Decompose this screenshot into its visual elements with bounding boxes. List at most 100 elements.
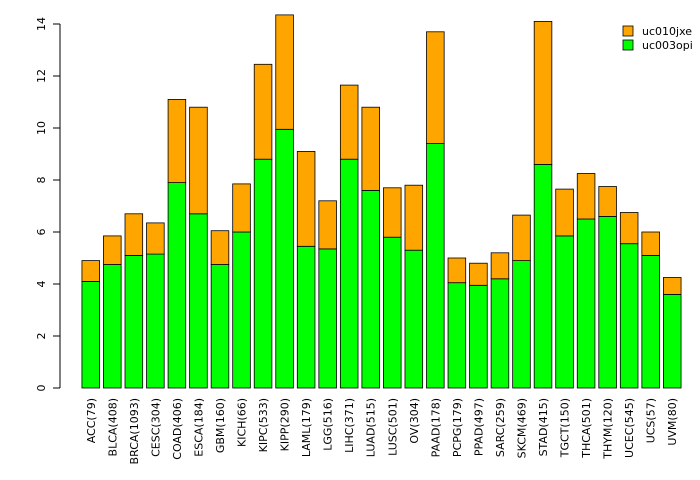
y-tick-label: 12: [35, 69, 48, 83]
y-axis: 0 2 4 6 8 10 12 14: [35, 17, 61, 392]
bar-uc003opi: [619, 243, 639, 389]
bar-uc010jxe: [576, 173, 596, 220]
bar-uc010jxe: [490, 252, 510, 280]
x-tick-label: BRCA(1093): [128, 398, 141, 464]
bar-uc003opi: [210, 264, 230, 389]
x-tick-label: LGG(516): [322, 398, 335, 451]
x-tick-label: KIPC(533): [257, 398, 270, 452]
x-tick-label: ACC(79): [85, 398, 98, 443]
bar-uc003opi: [103, 264, 122, 389]
bar-uc010jxe: [533, 20, 553, 165]
bar-uc010jxe: [275, 14, 294, 130]
bar-uc010jxe: [189, 106, 208, 215]
bar-uc010jxe: [447, 257, 467, 284]
bar-uc010jxe: [146, 222, 165, 255]
x-tick-label: STAD(415): [537, 398, 550, 456]
x-tick-label: LAML(179): [300, 398, 313, 457]
bars: [81, 14, 682, 389]
bar-uc010jxe: [296, 150, 316, 247]
legend-label-uc003opi: uc003opi: [642, 39, 693, 52]
x-tick-label: CESC(304): [149, 398, 162, 457]
bar-uc003opi: [167, 182, 187, 389]
x-tick-label: SKCM(469): [515, 398, 528, 458]
y-tick-label: 6: [35, 229, 48, 236]
x-tick-label: LUSC(501): [386, 398, 399, 456]
bar-uc003opi: [318, 248, 337, 389]
x-tick-label: TGCT(150): [559, 398, 572, 458]
x-tick-label: LUAD(515): [365, 398, 378, 457]
bar-uc003opi: [663, 293, 682, 389]
bar-uc010jxe: [232, 183, 251, 233]
bar-uc010jxe: [512, 214, 531, 262]
bar-uc010jxe: [210, 230, 230, 265]
x-tick-label: PPAD(497): [472, 398, 485, 456]
bar-uc010jxe: [555, 188, 574, 237]
x-tick-label: SARC(259): [494, 398, 507, 457]
y-tick-label: 4: [35, 281, 48, 288]
bar-uc003opi: [232, 231, 251, 389]
x-tick-label: COAD(406): [171, 398, 184, 460]
bar-uc010jxe: [619, 212, 639, 245]
bar-uc010jxe: [426, 31, 445, 145]
bar-uc003opi: [469, 284, 488, 389]
bar-uc010jxe: [339, 84, 359, 160]
x-tick-label: KICH(66): [236, 398, 249, 447]
bar-uc003opi: [124, 254, 144, 389]
bar-uc010jxe: [124, 213, 144, 256]
bar-uc010jxe: [663, 277, 682, 295]
x-tick-label: PAAD(178): [429, 398, 442, 457]
x-tick-label: KIPP(290): [279, 398, 292, 451]
bar-uc003opi: [361, 189, 380, 389]
legend-swatch-uc003opi: [622, 39, 634, 51]
bar-uc010jxe: [383, 187, 402, 238]
x-tick-label: GBM(160): [214, 398, 227, 453]
bar-uc010jxe: [253, 63, 273, 160]
bar-uc003opi: [404, 249, 424, 389]
bar-uc003opi: [383, 236, 402, 389]
bar-uc003opi: [81, 280, 100, 389]
bar-uc010jxe: [318, 200, 337, 250]
x-tick-label: BLCA(408): [106, 398, 119, 456]
y-tick-label: 10: [35, 121, 48, 135]
bar-uc010jxe: [404, 184, 424, 251]
x-tick-label: UCS(57): [645, 398, 658, 443]
bar-uc003opi: [598, 215, 617, 389]
y-tick-label: 0: [35, 385, 48, 392]
bar-uc010jxe: [81, 260, 100, 282]
x-tick-label: PCPG(179): [451, 398, 464, 457]
bar-uc003opi: [426, 143, 445, 389]
bar-uc003opi: [512, 260, 531, 389]
bar-uc003opi: [253, 158, 273, 389]
bar-uc003opi: [189, 213, 208, 389]
x-tick-label: ESCA(184): [192, 398, 205, 457]
y-tick-label: 2: [35, 333, 48, 340]
bar-uc010jxe: [103, 235, 122, 265]
x-tick-label: UCEC(545): [623, 398, 636, 458]
bar-uc010jxe: [641, 231, 660, 256]
bar-uc010jxe: [167, 99, 187, 183]
bar-uc010jxe: [598, 186, 617, 217]
bar-uc003opi: [146, 253, 165, 389]
x-axis-labels: ACC(79) BLCA(408) BRCA(1093) CESC(304) COAD(…: [85, 398, 679, 464]
bar-uc003opi: [490, 278, 510, 389]
bar-uc010jxe: [469, 262, 488, 286]
x-tick-label: UVM(80): [666, 398, 679, 446]
bar-uc003opi: [641, 254, 660, 389]
bar-uc003opi: [576, 218, 596, 389]
bar-uc003opi: [339, 158, 359, 389]
bar-uc003opi: [275, 128, 294, 389]
legend-swatch-uc010jxe: [622, 25, 634, 37]
bar-uc003opi: [296, 245, 316, 389]
x-tick-label: OV(304): [408, 398, 421, 444]
x-tick-label: LIHC(371): [343, 398, 356, 453]
bar-uc003opi: [533, 163, 553, 389]
bar-uc003opi: [447, 282, 467, 389]
y-tick-label: 14: [35, 17, 48, 31]
bar-uc010jxe: [361, 106, 380, 191]
bar-uc003opi: [555, 235, 574, 389]
y-tick-label: 8: [35, 177, 48, 184]
x-tick-label: THYM(120): [602, 398, 615, 460]
